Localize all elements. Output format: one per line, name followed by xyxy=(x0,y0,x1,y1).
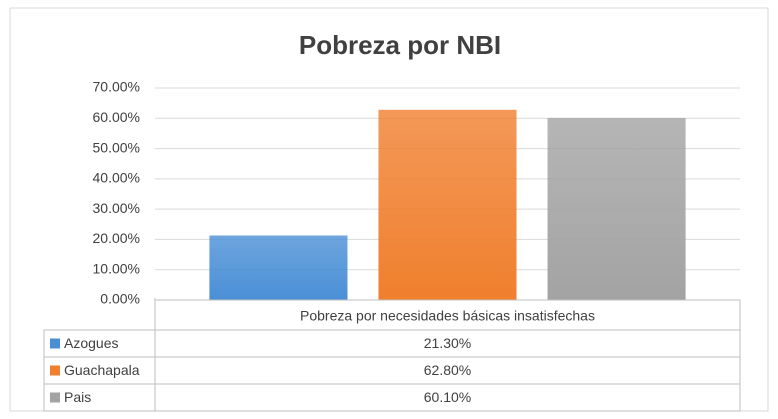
legend-label: Pais xyxy=(64,389,91,405)
y-tick-label: 60.00% xyxy=(93,109,140,125)
y-tick-label: 40.00% xyxy=(93,170,140,186)
legend-label: Guachapala xyxy=(64,362,140,378)
bar xyxy=(209,235,348,300)
bar xyxy=(378,109,517,300)
legend-key xyxy=(50,392,60,403)
chart-title: Pobreza por NBI xyxy=(299,30,501,60)
y-tick-label: 10.00% xyxy=(93,260,140,276)
data-label: 62.80% xyxy=(424,362,471,378)
y-tick-label: 0.00% xyxy=(100,291,140,307)
x-tick-label: Pobreza por necesidades básicas insatisf… xyxy=(300,308,595,324)
data-label: 60.10% xyxy=(424,389,471,405)
bar xyxy=(547,117,686,301)
legend-key xyxy=(50,365,60,376)
y-tick-label: 50.00% xyxy=(93,139,140,155)
y-tick-label: 20.00% xyxy=(93,230,140,246)
legend-label: Azogues xyxy=(64,335,118,351)
data-label: 21.30% xyxy=(424,335,471,351)
y-tick-label: 70.00% xyxy=(93,79,140,95)
legend-key xyxy=(50,338,60,349)
table-value-cell xyxy=(154,383,741,412)
y-tick-label: 30.00% xyxy=(93,200,140,216)
